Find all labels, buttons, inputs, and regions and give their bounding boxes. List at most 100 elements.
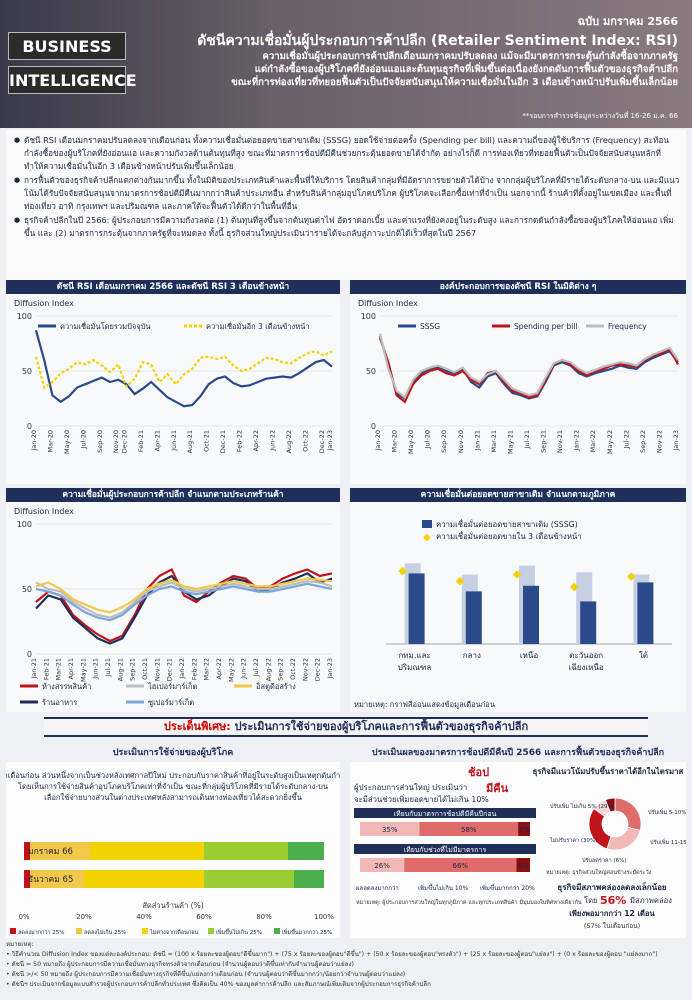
share-label: 26% [374, 862, 390, 870]
share-segment [516, 858, 530, 872]
category-label: ปริมณฑล [398, 663, 432, 672]
series-line-3 [378, 333, 679, 400]
bar-sssg [408, 573, 425, 644]
x-tick-label: May-21 [506, 430, 514, 454]
x-tick-label: Nov-20 [112, 430, 120, 453]
stacked-segment [24, 842, 30, 860]
page-subtitle: ความเชื่อมั่นผู้ประกอบการค้าปลีกเดือนมกร… [158, 50, 678, 89]
series-line-2 [378, 337, 679, 404]
box-note: หมายเหตุ: ผู้ประกอบการส่วนใหญ่ในทุกภูมิภ… [356, 899, 582, 906]
share-segment [419, 822, 519, 836]
stacked-segment [204, 870, 294, 888]
stacked-segment [30, 870, 84, 888]
consumer-spending-panel: โดยรวมผู้บริโภคใช้จ่ายลดลงจากเดือนก่อน ส… [0, 762, 446, 938]
x-tick-label: Sep-21 [129, 658, 137, 681]
chart3-area: Diffusion Index 0 50 100 Jan-21 Feb-21 Mar-21 A… [6, 502, 340, 712]
x-tick-label: Jul-21 [523, 430, 531, 449]
footnote-line: • วิธีคำนวณ Diffusion Index ของแต่ละองค์… [6, 951, 658, 958]
y-tick-label: 50 [366, 367, 376, 376]
special-label: ประเด็นพิเศษ: [163, 720, 231, 733]
x-tick-label: May-22 [606, 430, 614, 454]
x-tick-label: Oct-21 [203, 430, 211, 452]
x-tick-label: Feb-22 [190, 658, 198, 680]
x-tick-label: 20% [76, 913, 92, 921]
x-tick-label: Sep-20 [440, 430, 448, 453]
x-tick-label: Jan-21 [30, 658, 38, 680]
brand-label-intelligence: INTELLIGENCE [8, 66, 137, 94]
stock-percent: 56% [600, 894, 626, 907]
bullet-item: ธุรกิจค้าปลีกในปี 2566: ผู้ประกอบการมีคว… [14, 214, 680, 240]
legend-label: ความเชื่อมั่นโดยรวมปัจจุบัน [60, 321, 151, 331]
issue-label: ฉบับ มกราคม 2566 [577, 15, 678, 28]
x-tick-label: Sep-22 [639, 430, 647, 453]
x-tick-label: Jan-22 [178, 658, 186, 680]
legend-swatch [274, 928, 280, 934]
x-tick-label: Dec-20 [120, 430, 128, 453]
panel-paragraph-line: โดยรวมผู้บริโภคใช้จ่ายลดลงจากเดือนก่อน ส… [6, 770, 340, 780]
chart3-title: ความเชื่อมั่นผู้ประกอบการค้าปลีก จำแนกตา… [6, 488, 340, 502]
legend-swatch [142, 928, 148, 934]
pie-note: หมายเหตุ: ธุรกิจส่วนใหญ่ค่อนข้างระมัดระว… [546, 869, 652, 876]
marker-3m-ahead: ◆ [570, 580, 579, 593]
x-tick-label: Feb-21 [137, 430, 145, 452]
pie-label: ปรับลดราคา (6%) [582, 857, 626, 864]
share-segment [404, 858, 517, 872]
pie-slice [604, 797, 616, 813]
x-tick-label: May-20 [63, 430, 71, 454]
x-tick-label: Nov-21 [153, 658, 161, 681]
x-tick-label: Mar-22 [589, 430, 597, 452]
header-banner: BUSINESS INTELLIGENCE ฉบับ มกราคม 2566 ด… [0, 0, 692, 128]
x-tick-label: Mar-20 [46, 430, 54, 452]
stacked-segment [288, 842, 324, 860]
x-tick-label: Mar-22 [203, 658, 211, 680]
footnote-line: • ดัชนี >/< 50 หมายถึง ผู้ประกอบการมีควา… [6, 971, 406, 978]
y-tick-label: 50 [22, 585, 32, 594]
legend-label: อิสตูดีอสร้าง [256, 682, 297, 691]
pie-label: ไม่ปรับราคา (30%) [549, 837, 597, 844]
series-line-5 [35, 577, 333, 614]
share-label: 35% [382, 826, 398, 834]
x-tick-label: Sep-20 [96, 430, 104, 453]
legend-swatch [10, 928, 16, 934]
marker-3m-ahead: ◆ [456, 574, 465, 587]
share-segment [360, 858, 405, 872]
y-tick-label: 0 [27, 650, 32, 659]
footnote-line: หมายเหตุ: [6, 941, 34, 948]
x-tick-label: Jul-20 [79, 430, 87, 449]
x-tick-label: Aug-22 [285, 430, 293, 453]
bullet-item: การฟื้นตัวของธุรกิจค้าปลีกแตกต่างกันมากข… [14, 174, 680, 213]
x-tick-label: May-20 [407, 430, 415, 454]
x-tick-label: Jun-21 [92, 658, 100, 680]
legend-swatch [422, 520, 432, 528]
legend-label: ห้างสรรพสินค้า [42, 682, 91, 691]
legend-label: ไม่ต่างจากเดือนก่อน [149, 929, 199, 936]
right-panel-title: ประเมินผลของมาตรการช้อปดีมีคืนปี 2566 แล… [371, 748, 665, 758]
stacked-segment [84, 870, 204, 888]
bar-sssg [465, 591, 482, 644]
chart2-svg: Diffusion Index 0 50 100 Jan-20 Mar-20 May-20 J… [358, 299, 680, 454]
row-label: ธันวาคม 65 [28, 875, 73, 885]
chart3-svg: Diffusion Index 0 50 100 Jan-21 Feb-21 Mar-21 A… [14, 507, 334, 707]
y-axis-label: Diffusion Index [14, 299, 74, 308]
shopdee-text: จะมีส่วนช่วยเพิ่มยอดขายได้ไม่เกิน 10% [354, 794, 489, 804]
x-tick-label: 40% [136, 913, 152, 921]
stock-text: เพียงพอมากกว่า 12 เดือน [569, 909, 655, 918]
legend-label: SSSG [420, 322, 440, 331]
x-tick-label: Feb-21 [42, 658, 50, 680]
brand-label-business: BUSINESS [8, 32, 126, 60]
x-tick-label: 0% [18, 913, 29, 921]
x-tick-label: Nov-20 [457, 430, 465, 453]
x-tick-label: Sep-21 [540, 430, 548, 453]
subtitle-line: แต่กำลังซื้อของผู้บริโภคที่ยังอ่อนแอและต… [254, 64, 678, 75]
x-tick-label: Apr-21 [67, 658, 75, 679]
x-tick-label: Nov-22 [655, 430, 663, 453]
legend-swatch [76, 928, 82, 934]
x-tick-label: Dec-22 [318, 430, 326, 453]
series-line-1 [34, 330, 333, 408]
series-line-2 [34, 350, 333, 390]
shopdee-svg: ช้อปผู้ประกอบการส่วนใหญ่ ประเมินว่า มีคืน… [354, 765, 692, 930]
panel-paragraph-line: เลือกใช้จ่ายบางส่วนในต่างประเทศหลังสามาร… [44, 792, 302, 802]
x-tick-label: May-21 [79, 658, 87, 682]
x-tick-label: Jun-21 [170, 430, 178, 452]
category-label: เหนือ [520, 651, 538, 660]
